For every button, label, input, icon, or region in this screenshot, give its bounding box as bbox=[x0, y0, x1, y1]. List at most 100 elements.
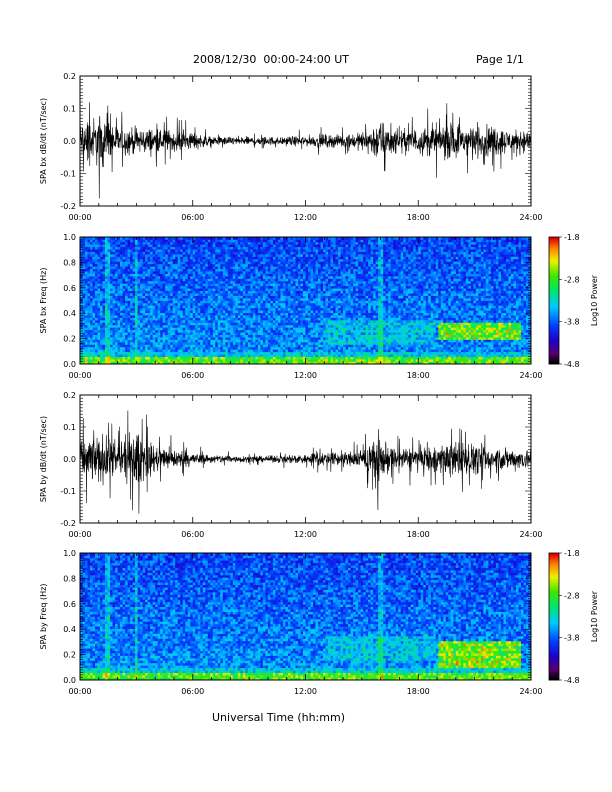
spectrogram-cell bbox=[282, 258, 286, 262]
spectrogram-cell bbox=[265, 295, 269, 299]
spectrogram-cell bbox=[132, 351, 136, 355]
spectrogram-cell bbox=[190, 266, 194, 270]
spectrogram-cell bbox=[207, 349, 211, 353]
spectrogram-cell bbox=[255, 241, 259, 245]
spectrogram-cell bbox=[80, 261, 83, 265]
spectrogram-cell bbox=[80, 288, 83, 292]
spectrogram-cell bbox=[125, 283, 128, 287]
spectrogram-cell bbox=[232, 271, 236, 274]
spectrogram-cell bbox=[280, 329, 284, 333]
spectrogram-cell bbox=[302, 295, 306, 299]
spectrogram-cell bbox=[240, 249, 244, 252]
spectrogram-cell bbox=[135, 351, 138, 355]
spectrogram-cell bbox=[260, 332, 264, 335]
spectrogram-cell bbox=[152, 310, 156, 314]
spectrogram-cell bbox=[262, 237, 266, 240]
spectrogram-cell bbox=[257, 320, 261, 323]
spectrogram-cell bbox=[142, 307, 146, 311]
spectrogram-cell bbox=[308, 268, 311, 272]
spectrogram-cell bbox=[202, 249, 206, 252]
spectrogram-cell bbox=[90, 361, 93, 365]
spectrogram-cell bbox=[192, 285, 196, 289]
spectrogram-cell bbox=[200, 266, 204, 270]
spectrogram-cell bbox=[112, 359, 116, 362]
spectrogram-cell bbox=[210, 351, 214, 355]
spectrogram-cell bbox=[150, 293, 153, 296]
spectrogram-cell bbox=[127, 295, 131, 299]
spectrogram-cell bbox=[125, 300, 128, 304]
spectrogram-cell bbox=[225, 361, 229, 365]
spectrogram-cell bbox=[290, 246, 294, 250]
spectrogram-cell bbox=[130, 298, 133, 301]
spectrogram-cell bbox=[135, 258, 138, 262]
spectrogram-cell bbox=[282, 332, 286, 335]
spectrogram-cell bbox=[137, 249, 141, 252]
spectrogram-cell bbox=[97, 337, 101, 340]
spectrogram-cell bbox=[147, 356, 151, 360]
spectrogram-cell bbox=[142, 329, 146, 333]
spectrogram-cell bbox=[120, 332, 123, 335]
spectrogram-cell bbox=[157, 356, 161, 360]
spectrogram-cell bbox=[180, 288, 184, 292]
spectrogram-cell bbox=[82, 332, 86, 335]
spectrogram-cell bbox=[80, 298, 83, 301]
spectrogram-cell bbox=[85, 280, 88, 284]
spectrogram-cell bbox=[247, 346, 251, 350]
spectrogram-cell bbox=[237, 256, 241, 260]
spectrogram-cell bbox=[120, 246, 123, 250]
spectrogram-cell bbox=[95, 263, 98, 267]
spectrogram-cell bbox=[215, 315, 219, 318]
spectrogram-cell bbox=[235, 334, 239, 338]
spectrogram-cell bbox=[140, 278, 143, 282]
spectrogram-cell bbox=[82, 307, 86, 311]
spectrogram-cell bbox=[162, 312, 166, 316]
spectrogram-cell bbox=[292, 312, 296, 316]
spectrogram-cell bbox=[180, 351, 184, 355]
spectrogram-cell bbox=[292, 351, 296, 355]
spectrogram-cell bbox=[195, 261, 199, 265]
spectrogram-cell bbox=[272, 354, 276, 357]
spectrogram-cell bbox=[267, 342, 271, 345]
spectrogram-cell bbox=[292, 298, 296, 301]
spectrogram-cell bbox=[160, 298, 163, 301]
spectrogram-cell bbox=[292, 283, 296, 287]
spectrogram-cell bbox=[162, 273, 166, 277]
spectrogram-cell bbox=[180, 268, 184, 272]
spectrogram-cell bbox=[207, 307, 211, 311]
spectrogram-cell bbox=[162, 271, 166, 274]
spectrogram-cell bbox=[217, 315, 221, 318]
spectrogram-cell bbox=[87, 271, 91, 274]
spectrogram-cell bbox=[120, 337, 123, 340]
spectrogram-cell bbox=[260, 249, 264, 252]
spectrogram-cell bbox=[92, 310, 96, 314]
spectrogram-cell bbox=[162, 249, 166, 252]
spectrogram-cell bbox=[310, 361, 314, 365]
spectrogram-cell bbox=[310, 305, 314, 309]
spectrogram-cell bbox=[92, 361, 96, 365]
spectrogram-cell bbox=[275, 307, 279, 311]
spectrogram-cell bbox=[115, 249, 118, 252]
spectrogram-cell bbox=[145, 273, 148, 277]
spectrogram-cell bbox=[180, 327, 184, 331]
spectrogram-cell bbox=[252, 361, 256, 365]
spectrogram-cell bbox=[150, 271, 153, 274]
spectrogram-cell bbox=[267, 320, 271, 323]
spectrogram-cell bbox=[165, 315, 168, 318]
spectrogram-cell bbox=[115, 278, 118, 282]
spectrogram-cell bbox=[180, 256, 184, 260]
spectrogram-cell bbox=[285, 334, 289, 338]
spectrogram-cell bbox=[222, 241, 226, 245]
spectrogram-cell bbox=[275, 246, 279, 250]
spectrogram-cell bbox=[122, 263, 126, 267]
spectrogram-cell bbox=[107, 339, 111, 343]
spectrogram-cell bbox=[257, 293, 261, 296]
spectrogram-cell bbox=[277, 293, 281, 296]
spectrogram-cell bbox=[157, 285, 161, 289]
spectrogram-cell bbox=[157, 307, 161, 311]
spectrogram-cell bbox=[257, 276, 261, 279]
spectrogram-cell bbox=[147, 271, 151, 274]
spectrogram-cell bbox=[240, 342, 244, 345]
spectrogram-cell bbox=[90, 327, 93, 331]
spectrogram-cell bbox=[122, 254, 126, 257]
spectrogram-cell bbox=[185, 346, 189, 350]
